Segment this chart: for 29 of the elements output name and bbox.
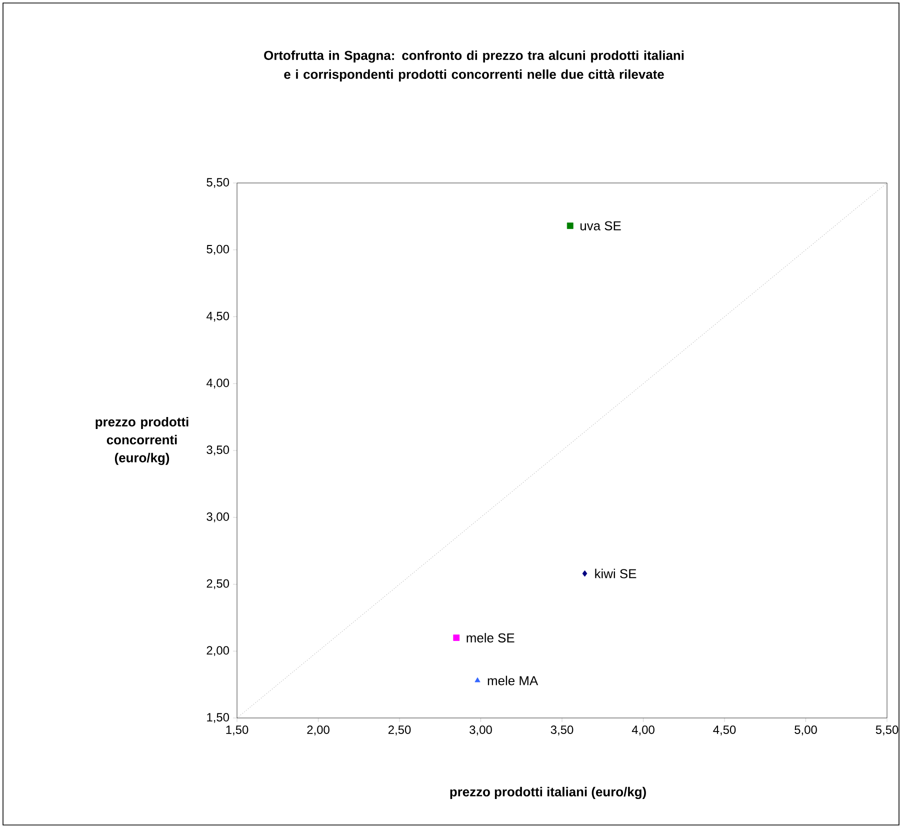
- y-tick-label: 2,50: [206, 579, 230, 590]
- x-tick-label: 2,00: [307, 726, 330, 736]
- series-label: mele MA: [488, 676, 538, 686]
- point: [453, 634, 460, 641]
- x-tick-label: 5,00: [794, 726, 817, 736]
- point: [474, 677, 480, 682]
- y-tick-label: 2,00: [206, 646, 230, 656]
- x-tick-label: 3,00: [470, 726, 492, 736]
- y-tick-label: 5,00: [206, 244, 230, 255]
- x-tick-label: 4,00: [632, 726, 654, 736]
- y-tick-label: 1,50: [207, 713, 230, 723]
- series-label: mele SE: [466, 632, 514, 642]
- y-tick-label: 4,50: [206, 312, 230, 322]
- chart-title: Ortofrutta in Spagna: confronto di prezzo tra alcuni prodotti italiani e i corrispondenti prodotti concorrenti nelle due città rilevate: [264, 50, 684, 82]
- y-tick-label: 3,00: [206, 512, 230, 522]
- x-tick-label: 2,50: [388, 726, 411, 736]
- y-tick-label: 3,50: [206, 446, 230, 456]
- point: [566, 222, 574, 229]
- y-tick-label: 4,00: [206, 378, 230, 389]
- y-tick-label: 5,50: [206, 178, 230, 188]
- x-axis-title: prezzo prodotti italiani (euro/kg): [450, 786, 646, 800]
- x-tick-label: 1,50: [226, 726, 248, 736]
- y-axis-title: prezzo prodotti concorrenti (euro/kg): [96, 416, 188, 465]
- x-tick-label: 3,50: [550, 726, 574, 736]
- point: [582, 570, 588, 577]
- x-tick-label: 4,50: [713, 726, 736, 736]
- x-tick-label: 5,50: [876, 726, 898, 736]
- series-label: kiwi SE: [595, 568, 636, 578]
- series-label: uva SE: [580, 221, 621, 230]
